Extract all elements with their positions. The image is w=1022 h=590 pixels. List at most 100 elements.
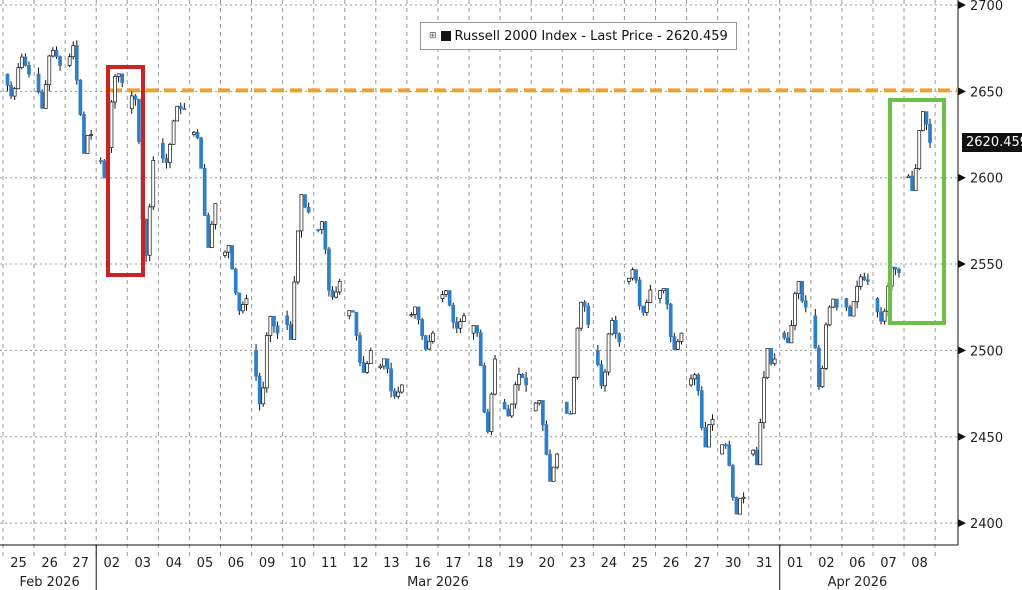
candle-body	[720, 444, 724, 455]
candle-body	[9, 85, 13, 97]
candle-body	[924, 111, 929, 125]
x-tick-label: 13	[383, 556, 400, 571]
candle-body	[648, 289, 653, 303]
x-tick-label: 31	[756, 556, 773, 571]
candle-body	[268, 315, 273, 337]
candle-body	[451, 304, 456, 323]
candle-body	[392, 390, 397, 397]
candle-body	[789, 325, 794, 344]
candle-body	[831, 298, 836, 308]
candle-body	[758, 422, 763, 466]
candle-body	[606, 333, 611, 373]
x-tick-label: 19	[507, 556, 524, 571]
candle-body	[727, 444, 732, 466]
x-tick-label: 25	[632, 556, 649, 571]
candle-body	[782, 332, 787, 339]
candle-body	[475, 325, 479, 333]
candle-body	[493, 358, 497, 395]
candle-body	[524, 377, 528, 386]
candle-body	[440, 294, 445, 299]
candle-body	[769, 347, 773, 364]
x-tick-label: 20	[538, 556, 555, 571]
candle-body	[323, 221, 328, 250]
candle-body	[354, 311, 359, 336]
x-tick-label: 24	[601, 556, 618, 571]
x-tick-label: 12	[352, 556, 369, 571]
x-tick-label: 11	[321, 556, 338, 571]
candle-body	[486, 411, 490, 432]
candle-body	[533, 402, 538, 412]
candle-body	[420, 319, 425, 337]
candle-body	[741, 496, 746, 499]
candle-body	[444, 290, 448, 295]
x-tick-label: 27	[72, 556, 89, 571]
candle-body	[78, 79, 83, 115]
tick-arrow	[958, 1, 966, 9]
candle-body	[762, 377, 766, 424]
x-tick-label: 10	[290, 556, 307, 571]
candle-body	[544, 424, 549, 455]
candle-body	[74, 45, 79, 81]
tick-arrow	[958, 346, 966, 355]
candle-body	[316, 229, 321, 231]
candle-body	[299, 194, 304, 232]
candle-body	[751, 449, 756, 455]
candle-body	[334, 291, 338, 298]
candle-body	[906, 175, 911, 179]
candle-body	[617, 333, 622, 343]
candle-body	[862, 276, 867, 281]
candle-body	[723, 444, 728, 447]
candle-body	[409, 314, 414, 317]
candle-body	[665, 288, 669, 305]
candle-body	[848, 306, 852, 317]
candle-body	[98, 160, 103, 162]
candle-body	[551, 466, 556, 482]
candle-body	[223, 251, 227, 256]
candle-body	[785, 337, 790, 344]
candle-body	[627, 277, 631, 282]
candle-body	[113, 76, 117, 103]
candle-body	[658, 290, 662, 299]
candle-body	[509, 403, 514, 417]
candle-body	[482, 365, 487, 413]
candle-body	[603, 371, 607, 387]
tick-arrow	[958, 432, 966, 441]
candle-body	[272, 315, 276, 327]
candle-body	[102, 160, 107, 179]
candle-body	[699, 390, 704, 428]
tick-arrow	[958, 173, 966, 182]
candle-body	[537, 400, 542, 404]
candle-body	[564, 401, 569, 414]
candle-body	[928, 123, 932, 143]
x-tick-label: 02	[103, 556, 120, 571]
expand-icon[interactable]: ⊞	[429, 31, 437, 41]
candle-body	[668, 303, 673, 337]
candle-body	[817, 347, 821, 388]
candle-body	[5, 73, 10, 86]
candle-body	[40, 91, 45, 109]
candle-body	[772, 358, 777, 364]
x-tick-label: 26	[663, 556, 680, 571]
candle-body	[389, 368, 393, 392]
candle-body	[568, 413, 573, 415]
legend-label: Russell 2000 Index - Last Price	[454, 28, 654, 44]
candle-body	[129, 95, 134, 109]
tick-arrow	[958, 519, 966, 528]
y-tick-label: 2650	[970, 85, 1003, 100]
candle-body	[109, 101, 114, 149]
candle-body	[692, 374, 697, 380]
x-tick-label: 30	[725, 556, 742, 571]
tick-arrow	[958, 260, 966, 269]
candle-body	[226, 245, 231, 253]
candle-body	[47, 55, 52, 86]
candle-body	[471, 325, 476, 334]
candle-body	[288, 324, 293, 340]
candle-body	[209, 223, 214, 248]
candle-body	[58, 56, 62, 66]
month-label: Feb 2026	[19, 575, 79, 590]
y-tick-label: 2600	[970, 172, 1003, 187]
candle-body	[296, 230, 300, 283]
y-tick-label: 2700	[970, 0, 1003, 14]
